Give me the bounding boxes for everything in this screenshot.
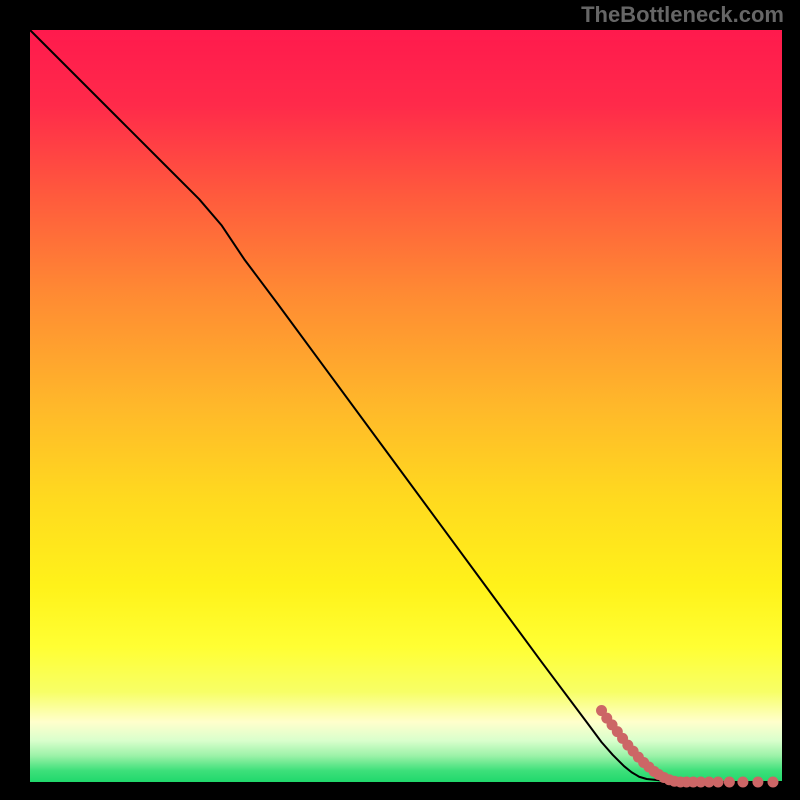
data-marker bbox=[752, 777, 763, 788]
data-marker bbox=[767, 777, 778, 788]
chart-container: TheBottleneck.com bbox=[0, 0, 800, 800]
source-watermark: TheBottleneck.com bbox=[581, 2, 784, 28]
data-marker bbox=[713, 777, 724, 788]
data-marker bbox=[724, 777, 735, 788]
data-marker bbox=[737, 777, 748, 788]
bottleneck-chart bbox=[0, 0, 800, 800]
